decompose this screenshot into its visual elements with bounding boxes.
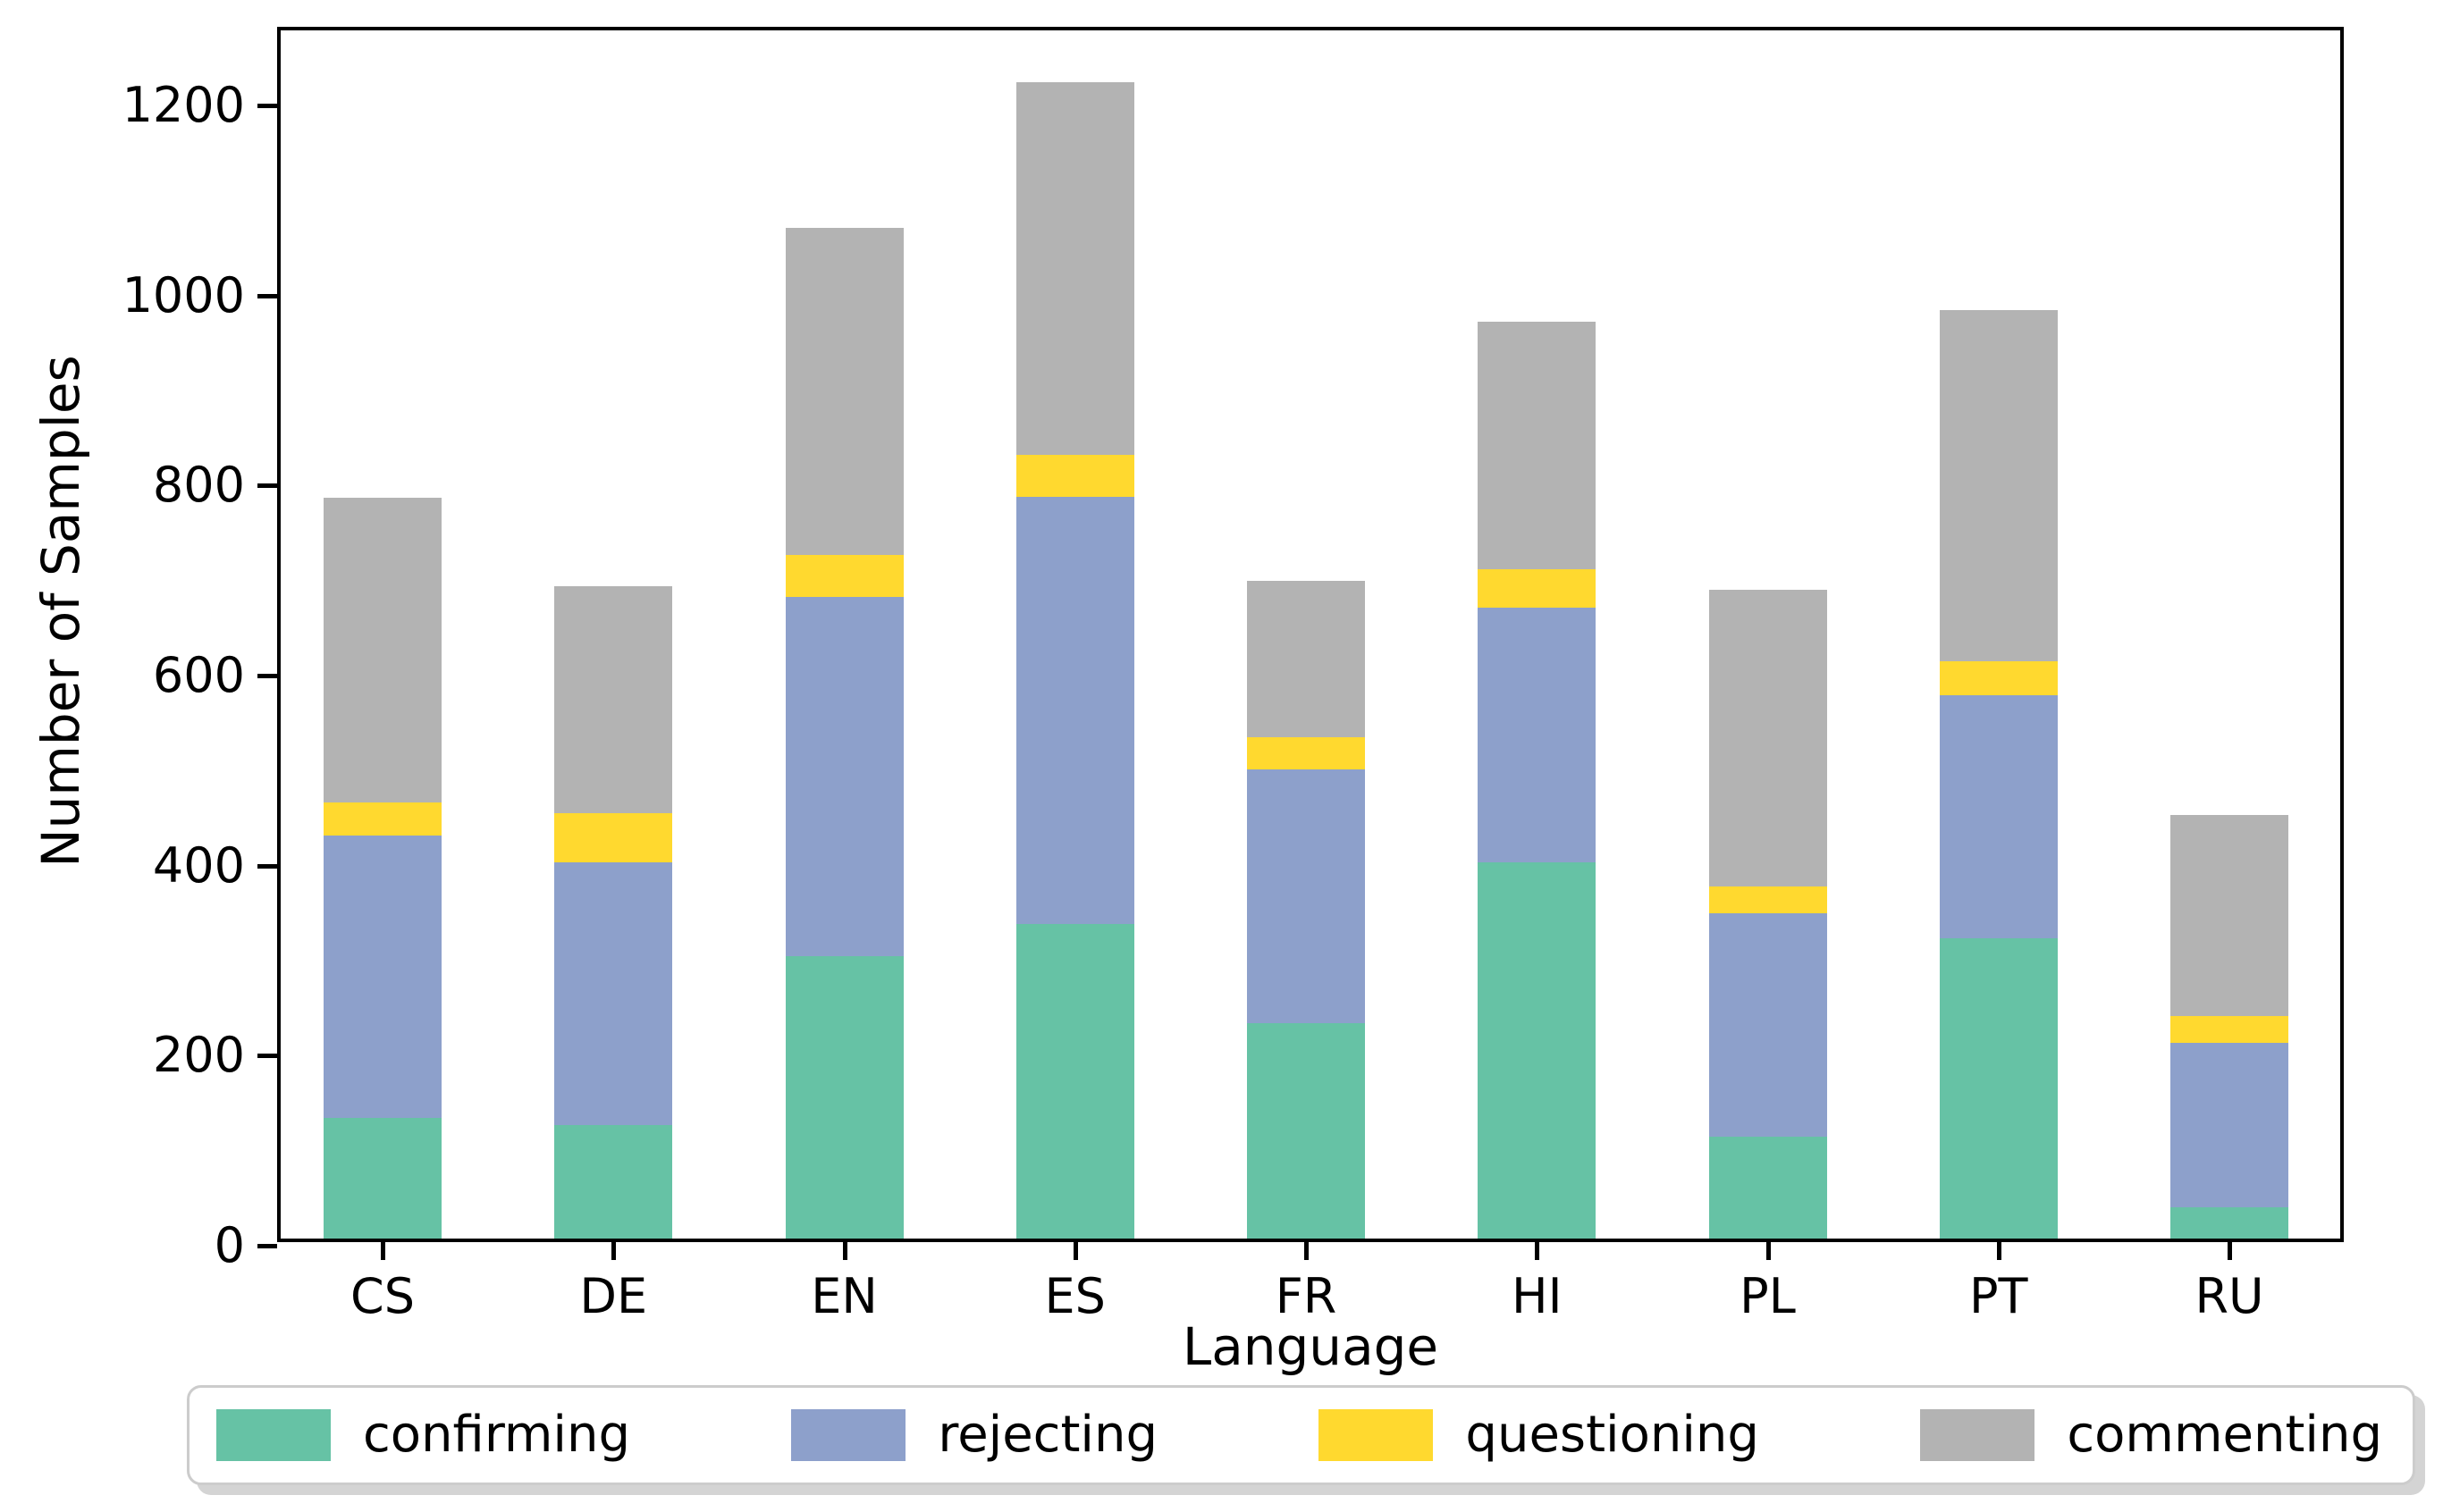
bar-segment-pt-commenting xyxy=(1939,310,2058,661)
bar-segment-de-commenting xyxy=(554,585,673,813)
bar-segment-es-commenting xyxy=(1015,81,1134,455)
bar-segment-fr-rejecting xyxy=(1247,769,1365,1023)
y-axis-tick xyxy=(257,104,277,108)
legend-swatch-confirming xyxy=(216,1409,331,1461)
bar-segment-cs-questioning xyxy=(324,802,442,836)
x-axis-title: Language xyxy=(1182,1316,1439,1377)
bar-segment-pl-commenting xyxy=(1708,589,1827,886)
bar-segment-hi-questioning xyxy=(1478,569,1596,608)
legend-swatch-questioning xyxy=(1318,1409,1434,1461)
x-tick-label-fr: FR xyxy=(1275,1268,1337,1324)
bar-segment-de-rejecting xyxy=(554,861,673,1126)
bar-segment-es-confirming xyxy=(1015,924,1134,1239)
x-axis-tick xyxy=(1535,1242,1540,1260)
bar-segment-fr-questioning xyxy=(1247,736,1365,769)
y-tick-label: 1000 xyxy=(122,266,245,323)
bar-segment-en-confirming xyxy=(785,956,904,1239)
legend: confirming rejecting questioning commenting xyxy=(187,1385,2415,1485)
y-axis-tick xyxy=(257,863,277,869)
bar-segment-en-rejecting xyxy=(785,597,904,957)
legend-item-commenting: commenting xyxy=(1920,1409,2382,1461)
y-tick-label: 600 xyxy=(152,647,245,703)
y-tick-label: 200 xyxy=(152,1027,245,1084)
legend-item-confirming: confirming xyxy=(216,1409,630,1461)
legend-item-rejecting: rejecting xyxy=(791,1409,1158,1461)
y-axis-title-text: Number of Samples xyxy=(30,355,91,868)
bar-segment-ru-questioning xyxy=(2170,1016,2288,1043)
legend-label-rejecting: rejecting xyxy=(938,1406,1158,1464)
x-axis-tick xyxy=(611,1242,617,1260)
bar-segment-es-questioning xyxy=(1015,454,1134,497)
x-tick-label-hi: HI xyxy=(1511,1268,1563,1324)
y-axis-tick xyxy=(257,483,277,489)
x-axis-tick xyxy=(1765,1242,1771,1260)
x-tick-label-es: ES xyxy=(1044,1268,1106,1324)
y-axis-tick xyxy=(257,674,277,678)
bar-segment-de-questioning xyxy=(554,812,673,862)
bar-segment-pl-rejecting xyxy=(1708,913,1827,1138)
bar-segment-ru-rejecting xyxy=(2170,1042,2288,1207)
bar-segment-pt-confirming xyxy=(1939,938,2058,1239)
x-tick-label-pt: PT xyxy=(1968,1268,2028,1324)
bar-segment-pt-questioning xyxy=(1939,660,2058,695)
y-axis-tick xyxy=(257,293,277,298)
bar-segment-hi-rejecting xyxy=(1478,607,1596,862)
bar-segment-cs-confirming xyxy=(324,1117,442,1239)
bar-segment-cs-commenting xyxy=(324,497,442,802)
x-axis-tick xyxy=(1996,1242,2001,1260)
legend-label-commenting: commenting xyxy=(2067,1406,2382,1464)
y-axis-tick xyxy=(257,1244,277,1248)
bar-segment-fr-confirming xyxy=(1247,1022,1365,1239)
bar-segment-fr-commenting xyxy=(1247,581,1365,737)
x-axis-tick xyxy=(1073,1242,1078,1260)
legend-swatch-commenting xyxy=(1920,1409,2035,1461)
bar-segment-pl-confirming xyxy=(1708,1137,1827,1239)
x-axis-tick xyxy=(381,1242,385,1260)
y-tick-label: 1200 xyxy=(122,77,245,133)
y-axis-tick xyxy=(257,1054,277,1059)
bar-segment-ru-commenting xyxy=(2170,814,2288,1017)
y-axis-title: Number of Samples xyxy=(30,355,91,867)
x-tick-label-pl: PL xyxy=(1740,1268,1796,1324)
x-tick-label-cs: CS xyxy=(350,1268,415,1324)
bar-segment-en-questioning xyxy=(785,555,904,598)
plot-area: 0 200 400 600 800 1000 1200 CS DE EN ES FR HI PL PT RU xyxy=(122,27,2344,1321)
x-tick-label-de: DE xyxy=(579,1268,648,1324)
x-tick-label-en: EN xyxy=(811,1268,878,1324)
bar-segment-de-confirming xyxy=(554,1125,673,1239)
legend-item-questioning: questioning xyxy=(1318,1409,1759,1461)
x-axis-tick xyxy=(842,1242,847,1260)
x-axis-tick xyxy=(2228,1242,2232,1260)
bar-segment-hi-commenting xyxy=(1478,321,1596,570)
y-tick-label: 800 xyxy=(152,457,245,514)
x-tick-label-ru: RU xyxy=(2194,1268,2264,1324)
bar-segment-pt-rejecting xyxy=(1939,694,2058,938)
bar-segment-cs-rejecting xyxy=(324,836,442,1118)
bar-segment-ru-confirming xyxy=(2170,1206,2288,1239)
bar-segment-en-commenting xyxy=(785,227,904,556)
bar-segment-pl-questioning xyxy=(1708,886,1827,914)
bar-segment-hi-confirming xyxy=(1478,861,1596,1239)
x-axis-tick xyxy=(1304,1242,1309,1260)
legend-label-questioning: questioning xyxy=(1465,1406,1759,1464)
y-tick-label: 0 xyxy=(214,1217,245,1273)
legend-swatch-rejecting xyxy=(791,1409,906,1461)
y-tick-label: 400 xyxy=(152,836,245,894)
legend-label-confirming: confirming xyxy=(363,1406,631,1464)
bar-segment-es-rejecting xyxy=(1015,496,1134,925)
